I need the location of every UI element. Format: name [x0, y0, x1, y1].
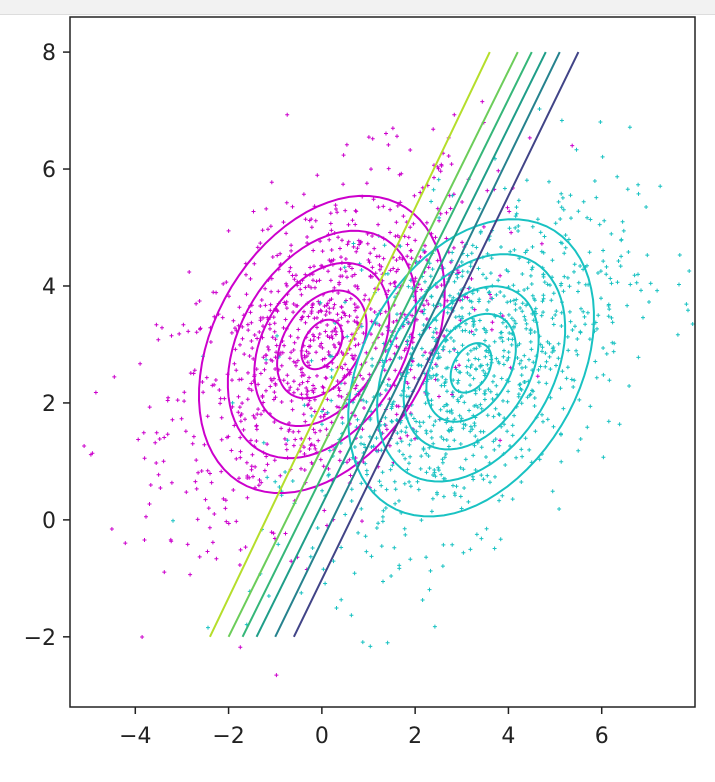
- axes-frame: [69, 16, 696, 708]
- contour-0-level-3: [226, 229, 417, 460]
- contour-1-level-1: [425, 312, 517, 423]
- boundary-line-3: [255, 51, 547, 638]
- scatter-series-0: [82, 99, 575, 678]
- decision-boundaries: [209, 51, 580, 638]
- x-tick-label: −2: [212, 724, 244, 749]
- y-tick-label: 0: [42, 509, 56, 534]
- boundary-line-4: [274, 51, 561, 638]
- x-tick-label: 0: [315, 724, 329, 749]
- x-tick-label: −4: [119, 724, 151, 749]
- contour-1-level-3: [376, 253, 567, 483]
- y-tick-label: −2: [24, 626, 56, 651]
- scatter-series-1: [171, 107, 695, 649]
- y-tick-label: 2: [42, 392, 56, 417]
- y-tick-label: 4: [42, 275, 56, 300]
- scatter-points: [82, 99, 695, 678]
- x-tick-label: 4: [501, 724, 515, 749]
- boundary-line-1: [227, 51, 519, 638]
- x-tick-label: 2: [408, 724, 422, 749]
- window-top-strip: [0, 0, 715, 15]
- x-axis-ticks: −4 −2 0 2 4 6: [119, 707, 609, 749]
- contour-1-level-0: [449, 342, 493, 394]
- y-tick-label: 8: [42, 41, 56, 66]
- y-axis-ticks: −2 0 2 4 6 8: [24, 41, 70, 651]
- contour-1-level-2: [402, 285, 540, 451]
- density-contours: [197, 194, 595, 518]
- x-tick-label: 6: [595, 724, 609, 749]
- y-tick-label: 6: [42, 158, 56, 183]
- scatter-markers-1: [171, 107, 695, 649]
- scatter-markers-0: [82, 99, 575, 678]
- contour-0-level-0: [300, 318, 344, 371]
- boundary-line-0: [209, 51, 491, 638]
- boundary-line-5: [292, 51, 580, 638]
- boundary-line-2: [241, 51, 533, 638]
